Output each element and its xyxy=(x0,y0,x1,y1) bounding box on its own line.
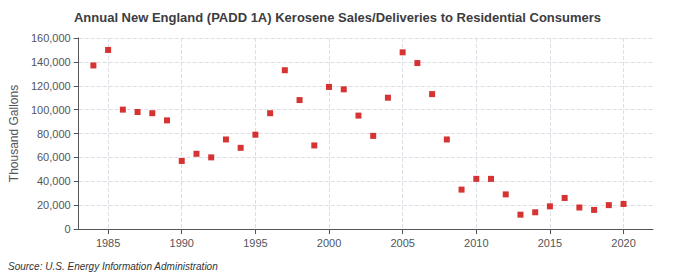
svg-text:2000: 2000 xyxy=(317,237,341,249)
svg-text:2015: 2015 xyxy=(538,237,562,249)
svg-text:60,000: 60,000 xyxy=(37,151,71,163)
svg-text:1995: 1995 xyxy=(243,237,267,249)
svg-text:100,000: 100,000 xyxy=(31,104,71,116)
svg-text:2005: 2005 xyxy=(390,237,414,249)
svg-text:40,000: 40,000 xyxy=(37,175,71,187)
svg-text:Annual New England (PADD 1A) K: Annual New England (PADD 1A) Kerosene Sa… xyxy=(74,10,601,25)
svg-text:0: 0 xyxy=(65,223,71,235)
svg-text:20,000: 20,000 xyxy=(37,199,71,211)
svg-text:120,000: 120,000 xyxy=(31,80,71,92)
svg-text:160,000: 160,000 xyxy=(31,32,71,44)
svg-text:Thousand Gallons: Thousand Gallons xyxy=(7,85,21,182)
svg-text:1985: 1985 xyxy=(96,237,120,249)
svg-text:1990: 1990 xyxy=(170,237,194,249)
svg-text:80,000: 80,000 xyxy=(37,128,71,140)
svg-text:2020: 2020 xyxy=(611,237,635,249)
svg-text:140,000: 140,000 xyxy=(31,56,71,68)
svg-text:Source: U.S. Energy Informatio: Source: U.S. Energy Information Administ… xyxy=(8,261,218,272)
svg-text:2010: 2010 xyxy=(464,237,488,249)
